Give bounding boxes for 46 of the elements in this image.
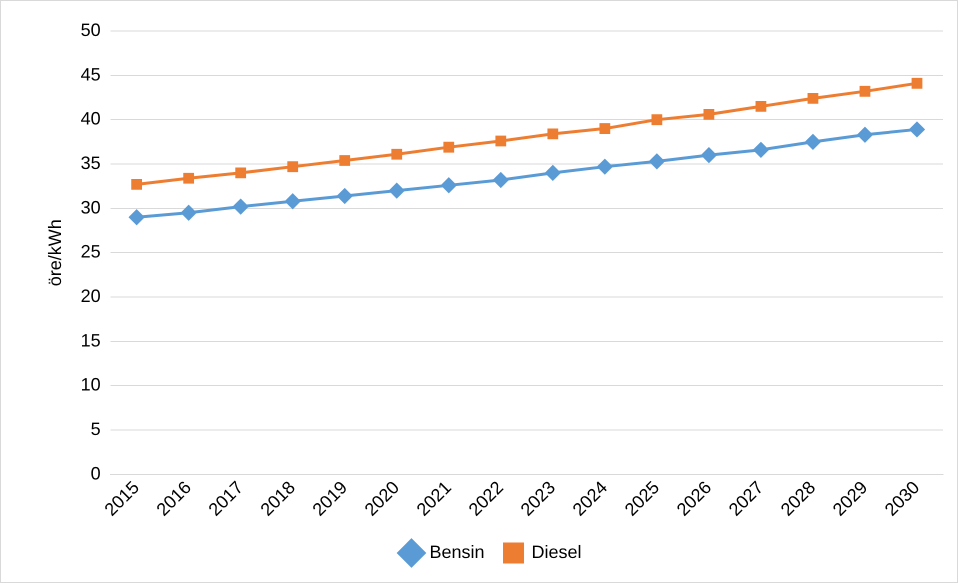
point (545, 165, 560, 180)
y-axis-title: öre/kWh (44, 219, 65, 286)
y-tick-label: 35 (80, 152, 101, 173)
point (235, 168, 246, 178)
legend-label: Diesel (532, 542, 582, 562)
point (391, 148, 402, 160)
y-tick-label: 45 (80, 64, 101, 84)
point (131, 179, 142, 190)
point (909, 122, 924, 137)
point (857, 127, 872, 142)
point (287, 161, 298, 172)
point (701, 148, 716, 163)
y-tick-label: 10 (80, 374, 101, 395)
point (183, 172, 194, 184)
y-tick-label: 5 (90, 419, 101, 440)
point (756, 100, 766, 112)
point (339, 155, 350, 166)
y-tick-label: 0 (90, 463, 101, 484)
point (547, 128, 558, 140)
point (493, 172, 508, 188)
point (651, 114, 662, 126)
y-tick-label: 30 (80, 197, 101, 218)
point (597, 159, 612, 174)
y-tick-label: 20 (80, 286, 101, 306)
y-tick-label: 25 (80, 242, 101, 262)
legend-label: Bensin (429, 542, 485, 562)
point (441, 178, 456, 193)
point (805, 134, 820, 150)
point (181, 205, 196, 220)
point (599, 123, 610, 134)
point (860, 86, 870, 97)
point (912, 78, 922, 89)
point (129, 210, 144, 225)
point (495, 136, 506, 146)
point (649, 154, 664, 169)
point (753, 142, 768, 158)
point (337, 188, 352, 204)
point (389, 183, 404, 198)
point (808, 93, 818, 104)
point (285, 194, 300, 209)
point (704, 108, 714, 120)
y-tick-label: 50 (80, 20, 101, 40)
point (233, 199, 248, 214)
y-tick-label: 40 (80, 108, 101, 129)
y-tick-label: 15 (80, 330, 101, 350)
point (443, 142, 454, 153)
